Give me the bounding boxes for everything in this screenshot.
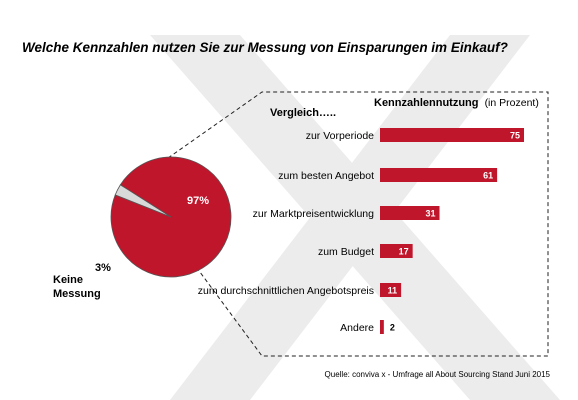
bar-value-label: 2 [390,323,395,333]
bar-category-label: zur Marktpreisentwicklung [253,208,375,220]
pie-slice-keine-messung [114,184,172,218]
bar-value-label: 75 [510,131,520,141]
bar-category-label: zum durchschnittlichen Angebotspreis [198,285,374,297]
bar [380,128,524,142]
bar-value-label: 61 [483,171,493,181]
bar [380,168,498,182]
pie-slice-label-main: 97% [187,195,209,207]
bar-chart-title: Kennzahlennutzung (in Prozent) [374,97,539,109]
pie-slice-category-label: Keine Messung [53,274,101,300]
bar-chart-title-text: Kennzahlennutzung [374,97,479,109]
bar-category-label: Andere [340,322,374,334]
bar-chart: zur Vorperiode 75 zum besten Angebot 61 zur … [198,128,524,334]
keine-messung-line-1: Keine [53,274,83,286]
bar [380,206,440,220]
chart-title: Welche Kennzahlen nutzen Sie zur Messung… [22,40,508,55]
callout-outline [167,91,549,357]
bar-chart-title-unit: (in Prozent) [485,97,539,109]
pie-slice-label-small: 3% [95,262,111,274]
category-header: Vergleich….. [270,107,336,119]
bar-category-label: zum besten Angebot [278,170,374,182]
bar [380,244,413,258]
callout-frame [167,91,549,357]
bar-value-label: 31 [426,209,436,219]
bar-category-label: zum Budget [318,246,374,258]
bar-value-label: 17 [399,247,409,257]
bar [380,320,384,334]
bar [380,283,402,297]
pie-slice-main [110,156,232,278]
bar-category-label: zur Vorperiode [306,130,374,142]
keine-messung-line-2: Messung [53,288,101,300]
watermark-x-logo [150,35,560,400]
bar-value-label: 11 [388,286,398,296]
watermark-stroke-right [170,35,530,400]
pie-chart [110,156,232,278]
source-note: Quelle: conviva x - Umfrage all About So… [325,370,551,379]
